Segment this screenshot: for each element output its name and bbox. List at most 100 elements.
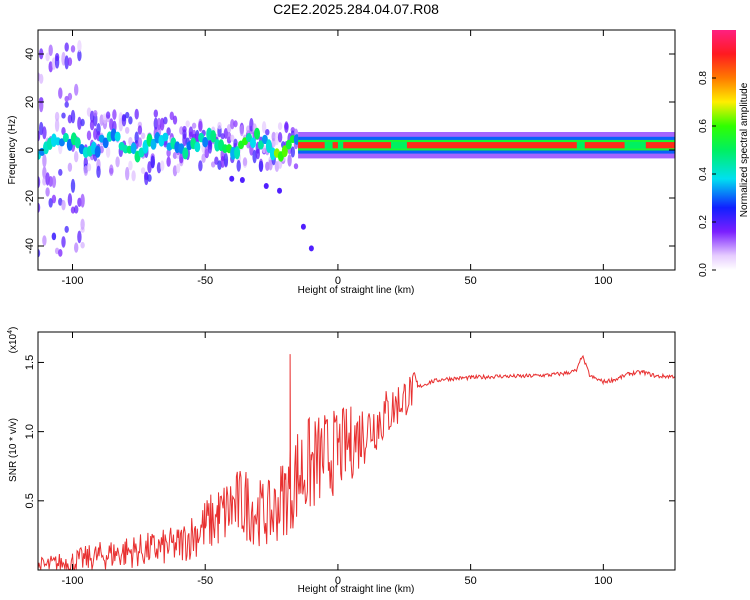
- heat-cell: [255, 148, 260, 160]
- heat-cell: [250, 137, 256, 149]
- heat-cell: [74, 137, 81, 149]
- heat-cell: [624, 141, 646, 149]
- heat-cell: [109, 164, 114, 177]
- heat-cell: [191, 122, 197, 129]
- heat-cell: [214, 156, 219, 165]
- colorbar-tick-label: 0.2: [698, 215, 709, 229]
- y-tick-label: 1.0: [24, 424, 36, 439]
- heat-cell: [93, 109, 98, 117]
- heat-cell: [38, 176, 41, 189]
- heat-cell: [140, 132, 146, 140]
- heat-cell: [70, 178, 76, 193]
- colorbar-ticks: 0.0 0.2 0.4 0.6 0.8: [698, 71, 716, 277]
- heat-cell: [211, 161, 216, 168]
- heat-cell: [284, 122, 289, 130]
- x-tick-label: 100: [594, 275, 612, 287]
- heat-cell: [48, 175, 53, 187]
- heat-cell: [39, 73, 44, 84]
- x-tick-label: 0: [335, 275, 341, 287]
- heat-cell: [61, 127, 66, 136]
- heat-cell: [74, 242, 79, 253]
- heat-cell: [257, 140, 264, 150]
- heat-cell: [185, 120, 190, 128]
- heat-cell: [285, 139, 292, 150]
- heat-cell: [125, 166, 130, 181]
- heat-cell: [42, 166, 47, 180]
- heat-cell: [67, 57, 73, 67]
- heat-cell: [277, 122, 283, 131]
- heat-cell: [38, 202, 41, 213]
- heat-band: [298, 142, 675, 149]
- snr-x-label: Height of straight line (km): [298, 584, 415, 595]
- heat-cell: [274, 131, 280, 146]
- heat-cell: [96, 165, 101, 179]
- heat-cell: [61, 236, 66, 248]
- heat-cell: [58, 138, 65, 147]
- heat-cell: [166, 149, 171, 157]
- snr-multiplier: (x104): [7, 327, 19, 354]
- colorbar-tick-label: 0.0: [698, 263, 709, 277]
- heat-cell: [337, 141, 344, 149]
- heat-cell: [198, 160, 203, 172]
- heat-cell: [147, 161, 152, 174]
- heat-cell: [150, 155, 155, 169]
- heat-cell: [51, 232, 57, 241]
- heat-cell: [131, 170, 136, 182]
- heat-cell: [58, 168, 63, 176]
- heat-cell: [153, 117, 158, 130]
- heat-cell: [42, 126, 47, 140]
- heat-cell: [105, 111, 111, 119]
- heat-cell: [51, 175, 57, 188]
- y-tick-label: 40: [24, 48, 36, 60]
- heat-cell: [150, 138, 157, 150]
- heat-cell: [182, 125, 187, 133]
- heat-cell: [70, 45, 76, 53]
- x-tick-label: 100: [594, 575, 612, 587]
- x-tick-label: -100: [61, 275, 83, 287]
- heat-cell: [153, 109, 158, 118]
- heat-cell: [229, 175, 235, 182]
- heat-cell: [64, 101, 69, 108]
- figure-title: C2E2.2025.284.04.07.R08: [273, 1, 439, 17]
- snr-ticks: -100 -50 0 50 100 0.5 1.0 1.5: [24, 332, 675, 587]
- heat-cell: [42, 153, 47, 168]
- heat-cell: [125, 126, 130, 134]
- heat-cell: [70, 109, 76, 124]
- spectrogram-x-label: Height of straight line (km): [298, 285, 415, 296]
- heat-cell: [64, 42, 69, 52]
- heat-cell: [61, 112, 66, 119]
- heat-cell: [67, 193, 73, 207]
- heat-cell: [217, 121, 222, 130]
- heat-cell: [308, 245, 314, 252]
- heat-cell: [74, 205, 79, 214]
- spectrogram-panel: -100 -50 0 50 100 -40 -20 0 20 40 Height of strai…: [7, 29, 676, 296]
- heat-cell: [128, 160, 133, 171]
- heat-cell: [230, 134, 235, 142]
- heat-cell: [236, 160, 241, 172]
- heat-cell: [261, 134, 268, 145]
- x-tick-label: 50: [465, 575, 477, 587]
- heat-cell: [112, 109, 117, 120]
- heat-cell: [80, 218, 85, 230]
- heat-cell: [300, 223, 306, 230]
- heat-cell: [80, 118, 85, 127]
- heat-cell: [45, 52, 50, 62]
- heat-cell: [182, 133, 187, 147]
- heat-cell: [86, 130, 92, 141]
- heat-cell: [233, 120, 238, 128]
- heat-cell: [242, 157, 248, 167]
- heat-cell: [77, 49, 82, 62]
- heat-cell: [54, 111, 60, 122]
- heat-cell: [162, 132, 169, 142]
- colorbar-tick-label: 0.8: [698, 71, 709, 85]
- heat-cell: [163, 116, 168, 125]
- y-tick-label: 0: [24, 147, 36, 153]
- heat-cell: [39, 98, 44, 113]
- heat-cell: [54, 118, 60, 132]
- colorbar: 0.0 0.2 0.4 0.6 0.8 Normalized spectral ampl…: [698, 30, 750, 277]
- heat-cell: [38, 249, 41, 258]
- y-tick-label: 20: [24, 96, 36, 108]
- colorbar-label: Normalized spectral amplitude: [739, 82, 750, 217]
- heat-cell: [102, 137, 109, 149]
